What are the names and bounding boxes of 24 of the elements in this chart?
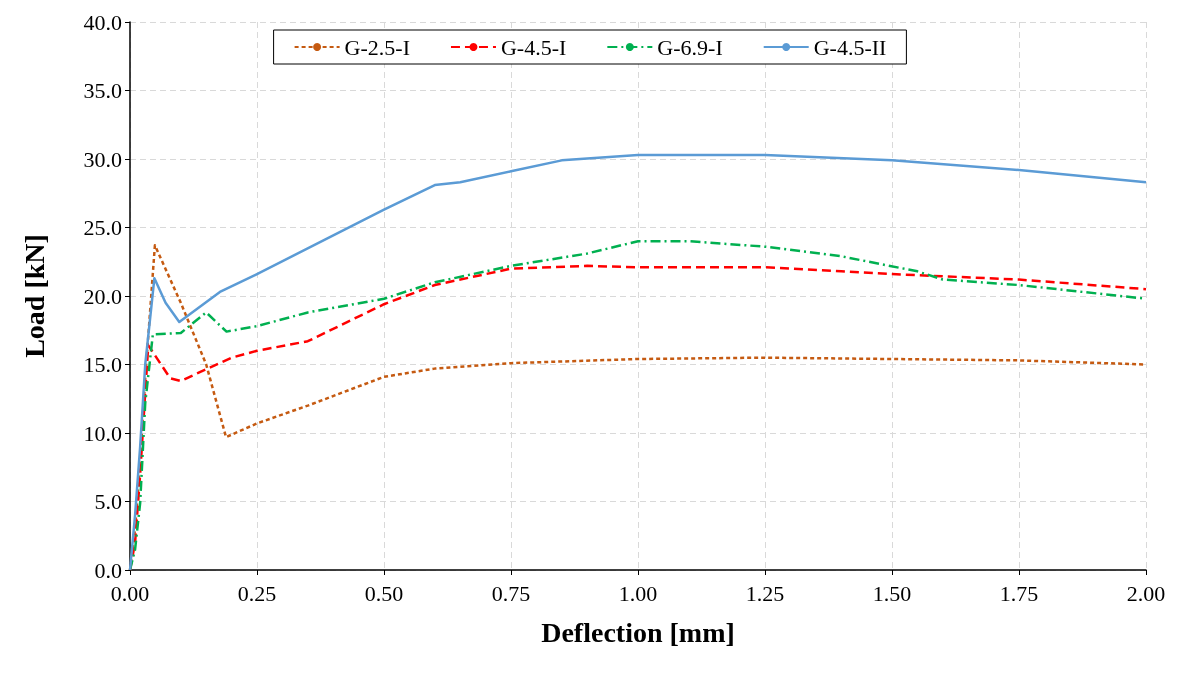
y-axis-title: Load [kN] [18,234,50,358]
x-tick-label: 1.75 [999,580,1039,606]
x-tick-label: 1.25 [745,580,785,606]
legend-label: G-4.5-II [813,34,887,60]
x-tick-label: 0.25 [237,580,277,606]
x-tick-label: 0.75 [491,580,531,606]
legend-label: G-6.9-I [657,34,723,60]
legend-label: G-2.5-I [344,34,410,60]
y-tick-label: 10.0 [83,420,122,446]
y-tick-label: 25.0 [83,215,122,240]
x-tick-label: 1.00 [618,580,658,606]
y-tick-label: 35.0 [83,78,122,103]
y-tick-label: 30.0 [83,146,122,172]
y-tick-label: 20.0 [83,283,122,309]
y-tick-label: 5.0 [94,489,122,514]
x-tick-label: 1.50 [872,580,912,606]
y-tick-label: 0.0 [94,557,122,583]
x-tick-label: 0.00 [110,580,150,606]
x-tick-label: 0.50 [364,580,404,606]
y-tick-label: 40.0 [83,9,122,35]
x-axis-title: Deflection [mm] [541,616,735,648]
legend-label: G-4.5-I [500,34,567,60]
x-tick-label: 2.00 [1126,580,1166,606]
y-tick-label: 15.0 [83,352,122,377]
